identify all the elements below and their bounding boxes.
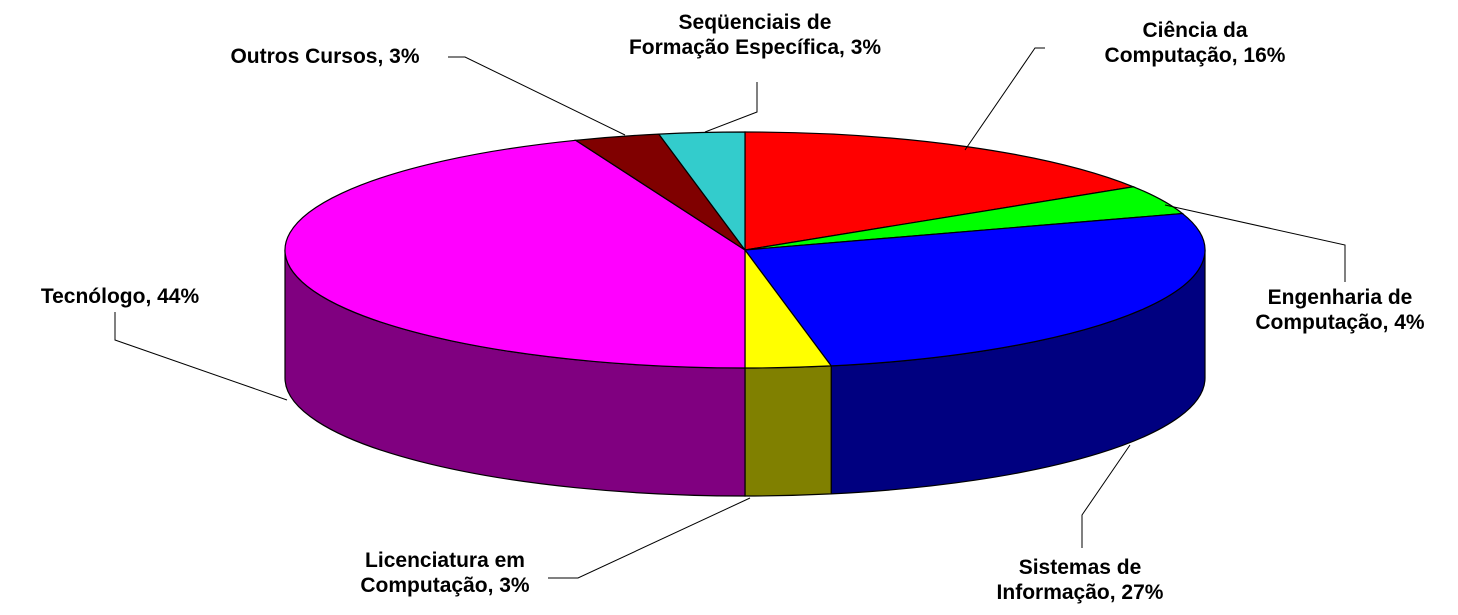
slice-label: Engenharia de Computação, 4% xyxy=(1255,286,1425,334)
slice-label: Ciência da Computação, 16% xyxy=(1104,19,1286,67)
slice-label: Seqüenciais de Formação Específica, 3% xyxy=(628,11,882,59)
leader-line xyxy=(548,497,751,579)
slice-label: Licenciatura em Computação, 3% xyxy=(360,549,530,597)
pie-slice xyxy=(284,139,746,369)
pie-slice xyxy=(743,212,1206,367)
leader-line xyxy=(704,82,758,133)
pie-slice xyxy=(657,131,746,252)
pie-side xyxy=(744,365,832,497)
leader-line xyxy=(1081,444,1131,548)
leader-line xyxy=(964,47,1045,151)
leader-line xyxy=(114,312,288,401)
pie-slice xyxy=(744,131,1136,251)
slice-label: Tecnólogo, 44% xyxy=(40,285,200,308)
slice-label: Sistemas de Informação, 27% xyxy=(996,556,1164,604)
leader-line xyxy=(1164,204,1346,282)
leader-line xyxy=(448,56,626,136)
slice-label: Outros Cursos, 3% xyxy=(230,45,420,68)
